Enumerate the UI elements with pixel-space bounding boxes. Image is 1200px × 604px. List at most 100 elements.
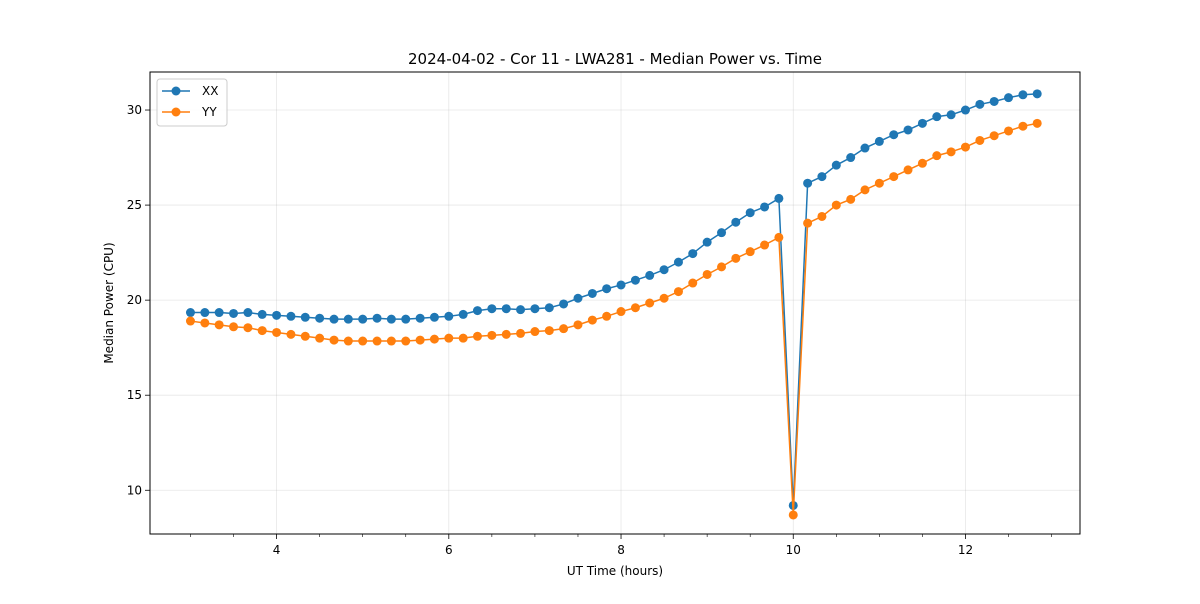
data-point-yy xyxy=(272,327,282,337)
data-point-yy xyxy=(630,303,640,313)
data-point-yy xyxy=(444,333,454,343)
data-point-xx xyxy=(1032,89,1042,99)
data-point-xx xyxy=(889,130,899,140)
x-tick-label: 4 xyxy=(273,543,281,557)
data-point-xx xyxy=(315,313,325,323)
data-point-yy xyxy=(243,323,253,333)
data-point-xx xyxy=(401,314,411,324)
y-tick-label: 10 xyxy=(127,483,142,497)
data-point-yy xyxy=(573,320,583,330)
data-point-xx xyxy=(860,143,870,153)
data-point-xx xyxy=(530,304,540,314)
data-point-yy xyxy=(300,331,310,341)
data-point-yy xyxy=(1004,126,1014,136)
data-point-yy xyxy=(731,253,741,263)
data-point-yy xyxy=(200,318,210,328)
data-point-yy xyxy=(874,178,884,188)
x-tick-label: 8 xyxy=(617,543,625,557)
data-point-xx xyxy=(874,136,884,146)
legend-marker-xx xyxy=(171,86,181,96)
data-point-yy xyxy=(917,158,927,168)
data-point-xx xyxy=(185,308,195,318)
data-point-xx xyxy=(429,312,439,322)
data-point-xx xyxy=(645,270,655,280)
data-point-yy xyxy=(1018,121,1028,131)
x-tick-label: 6 xyxy=(445,543,453,557)
data-point-xx xyxy=(688,249,698,259)
y-tick-label: 20 xyxy=(127,293,142,307)
data-point-xx xyxy=(372,313,382,323)
data-point-xx xyxy=(903,125,913,135)
data-point-yy xyxy=(530,327,540,337)
data-point-yy xyxy=(487,330,497,340)
data-point-xx xyxy=(329,314,339,324)
data-point-yy xyxy=(903,165,913,175)
data-point-xx xyxy=(516,305,526,315)
data-point-xx xyxy=(946,110,956,120)
data-point-xx xyxy=(1018,90,1028,100)
chart-title: 2024-04-02 - Cor 11 - LWA281 - Median Po… xyxy=(408,50,822,68)
y-axis-label: Median Power (CPU) xyxy=(102,242,116,363)
data-point-yy xyxy=(860,185,870,195)
x-tick-label: 10 xyxy=(786,543,801,557)
data-point-xx xyxy=(673,257,683,267)
data-point-xx xyxy=(257,309,267,319)
data-point-yy xyxy=(544,326,554,336)
data-point-xx xyxy=(602,284,612,294)
data-point-yy xyxy=(401,336,411,346)
data-point-yy xyxy=(229,322,239,332)
legend-marker-yy xyxy=(171,107,181,117)
data-point-xx xyxy=(616,280,626,290)
data-point-yy xyxy=(760,240,770,250)
data-point-xx xyxy=(472,306,482,316)
x-tick-label: 12 xyxy=(958,543,973,557)
data-point-xx xyxy=(960,105,970,115)
data-point-yy xyxy=(516,328,526,338)
data-point-yy xyxy=(932,151,942,161)
data-point-xx xyxy=(917,118,927,128)
grid-lines xyxy=(150,72,1080,534)
data-point-xx xyxy=(989,96,999,106)
data-point-yy xyxy=(645,298,655,308)
data-point-yy xyxy=(587,315,597,325)
data-point-yy xyxy=(286,329,296,339)
data-point-xx xyxy=(803,178,813,188)
axis-ticks: 4 6 8 10 12 10 15 20 25 30 xyxy=(127,103,1052,557)
data-point-xx xyxy=(559,299,569,309)
data-point-yy xyxy=(501,329,511,339)
data-point-xx xyxy=(272,310,282,320)
data-point-yy xyxy=(659,293,669,303)
data-point-yy xyxy=(602,311,612,321)
data-point-xx xyxy=(1004,93,1014,103)
data-point-yy xyxy=(817,211,827,221)
data-point-yy xyxy=(673,287,683,297)
plot-frame xyxy=(149,71,1081,535)
data-point-xx xyxy=(358,314,368,324)
data-point-xx xyxy=(573,293,583,303)
data-point-xx xyxy=(243,308,253,318)
data-point-xx xyxy=(200,308,210,318)
data-point-xx xyxy=(702,237,712,247)
data-point-yy xyxy=(415,335,425,345)
data-point-xx xyxy=(487,304,497,314)
data-point-xx xyxy=(932,112,942,122)
data-point-xx xyxy=(774,193,784,203)
data-point-xx xyxy=(544,303,554,313)
legend-label-xx: XX xyxy=(202,84,218,98)
data-point-yy xyxy=(774,232,784,242)
data-point-xx xyxy=(659,265,669,275)
data-point-xx xyxy=(229,308,239,318)
data-point-yy xyxy=(788,510,798,520)
data-point-yy xyxy=(257,326,267,336)
data-point-xx xyxy=(501,304,511,314)
data-point-yy xyxy=(960,142,970,152)
data-point-xx xyxy=(831,160,841,170)
data-point-yy xyxy=(803,218,813,228)
data-point-yy xyxy=(946,147,956,157)
data-point-xx xyxy=(214,308,224,318)
data-point-yy xyxy=(688,278,698,288)
data-point-xx xyxy=(760,202,770,212)
data-point-yy xyxy=(889,172,899,182)
legend-label-yy: YY xyxy=(201,105,217,119)
